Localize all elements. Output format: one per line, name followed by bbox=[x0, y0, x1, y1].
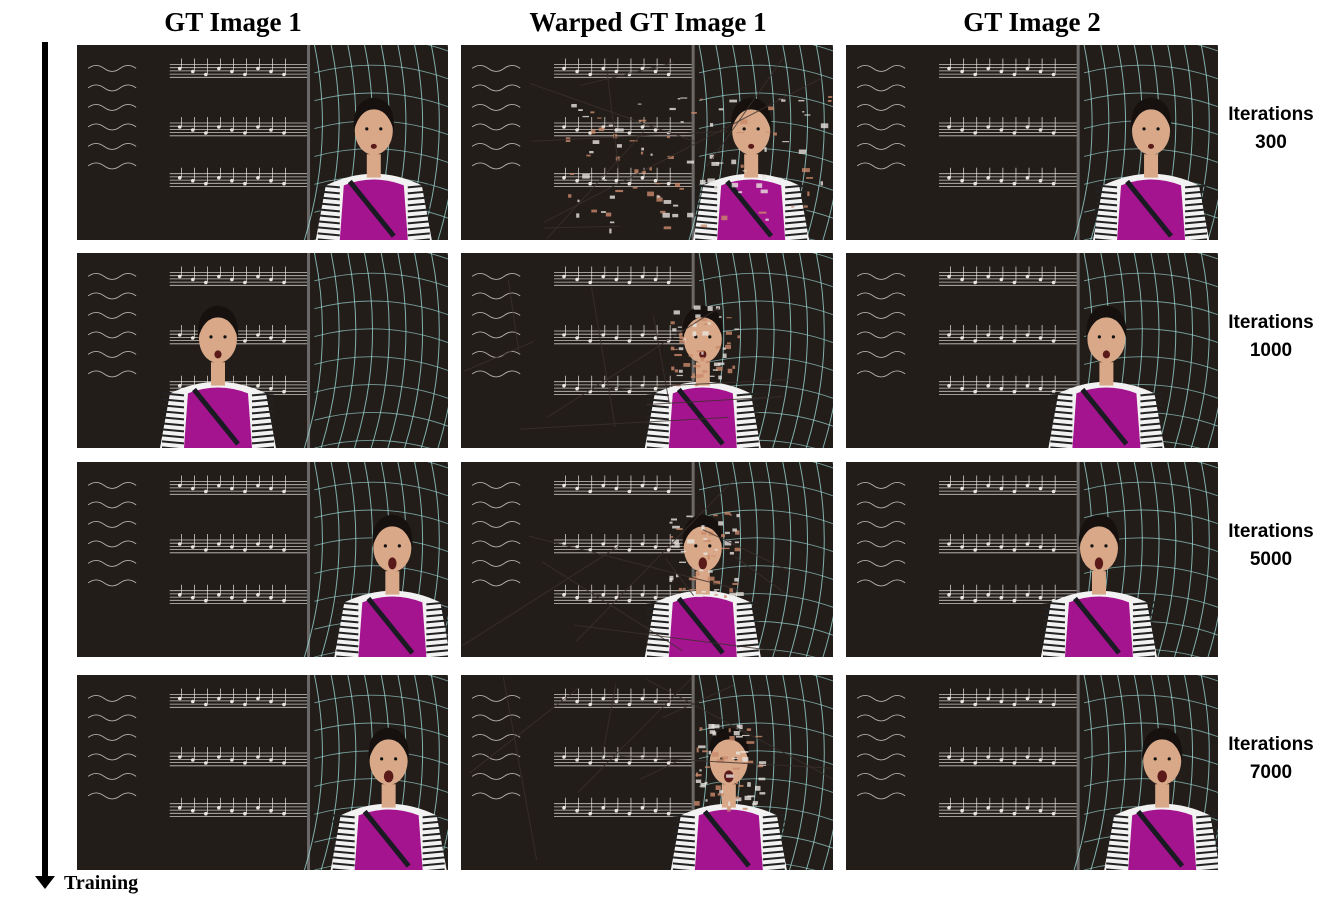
iteration-word: Iterations bbox=[1228, 520, 1314, 542]
scene-image bbox=[461, 253, 833, 448]
person bbox=[1040, 514, 1157, 657]
training-label: Training bbox=[64, 872, 139, 894]
image-warped-frame bbox=[461, 253, 833, 448]
warp-artifacts bbox=[462, 479, 792, 653]
scene-image bbox=[77, 253, 448, 448]
person bbox=[644, 514, 761, 657]
iteration-label: Iterations 5000 bbox=[1216, 518, 1326, 574]
arrow-down-icon bbox=[35, 876, 55, 889]
iteration-label: Iterations 1000 bbox=[1216, 309, 1326, 365]
warp-artifacts bbox=[529, 57, 833, 240]
image-gt1-frame bbox=[77, 253, 448, 448]
person bbox=[1048, 305, 1165, 448]
scene-image bbox=[846, 462, 1218, 657]
iteration-row: Iterations 7000 bbox=[0, 675, 1332, 870]
image-gt1-frame bbox=[77, 45, 448, 240]
scene-image bbox=[846, 253, 1218, 448]
training-arrow bbox=[42, 42, 48, 877]
scene-image bbox=[77, 462, 448, 657]
scene-image bbox=[461, 462, 833, 657]
image-gt2-frame bbox=[846, 45, 1218, 240]
iteration-label: Iterations 300 bbox=[1216, 101, 1326, 157]
iteration-count: 300 bbox=[1255, 131, 1287, 153]
image-gt2-frame bbox=[846, 253, 1218, 448]
person bbox=[315, 97, 432, 240]
scene-image bbox=[461, 45, 833, 240]
person bbox=[159, 305, 276, 448]
iteration-word: Iterations bbox=[1228, 733, 1314, 755]
scene-image bbox=[77, 675, 448, 870]
image-gt1-frame bbox=[77, 462, 448, 657]
column-header-warped-gt-image-1: Warped GT Image 1 bbox=[529, 7, 767, 37]
person bbox=[330, 727, 447, 870]
image-warped-frame bbox=[461, 45, 833, 240]
person bbox=[670, 727, 787, 870]
person bbox=[1104, 727, 1218, 870]
person bbox=[693, 97, 810, 240]
person bbox=[1093, 97, 1210, 240]
iteration-row: Iterations 300 bbox=[0, 45, 1332, 240]
image-warped-frame bbox=[461, 462, 833, 657]
iteration-label: Iterations 7000 bbox=[1216, 731, 1326, 787]
scene-image bbox=[846, 675, 1218, 870]
person bbox=[334, 514, 448, 657]
column-header-gt-image-1: GT Image 1 bbox=[164, 7, 302, 37]
scene-image bbox=[846, 45, 1218, 240]
image-gt2-frame bbox=[846, 462, 1218, 657]
iteration-word: Iterations bbox=[1228, 311, 1314, 333]
warp-artifacts bbox=[469, 676, 833, 861]
scene-image bbox=[461, 675, 833, 870]
iteration-count: 7000 bbox=[1249, 761, 1293, 783]
image-gt1-frame bbox=[77, 675, 448, 870]
column-header-gt-image-2: GT Image 2 bbox=[963, 7, 1101, 37]
iteration-row: Iterations 1000 bbox=[0, 253, 1332, 448]
iteration-word: Iterations bbox=[1228, 103, 1314, 125]
scene-image bbox=[77, 45, 448, 240]
image-gt2-frame bbox=[846, 675, 1218, 870]
iteration-count: 5000 bbox=[1249, 548, 1293, 570]
iteration-count: 1000 bbox=[1249, 339, 1293, 361]
image-warped-frame bbox=[461, 675, 833, 870]
iteration-row: Iterations 5000 bbox=[0, 462, 1332, 657]
warp-artifacts bbox=[463, 279, 790, 430]
